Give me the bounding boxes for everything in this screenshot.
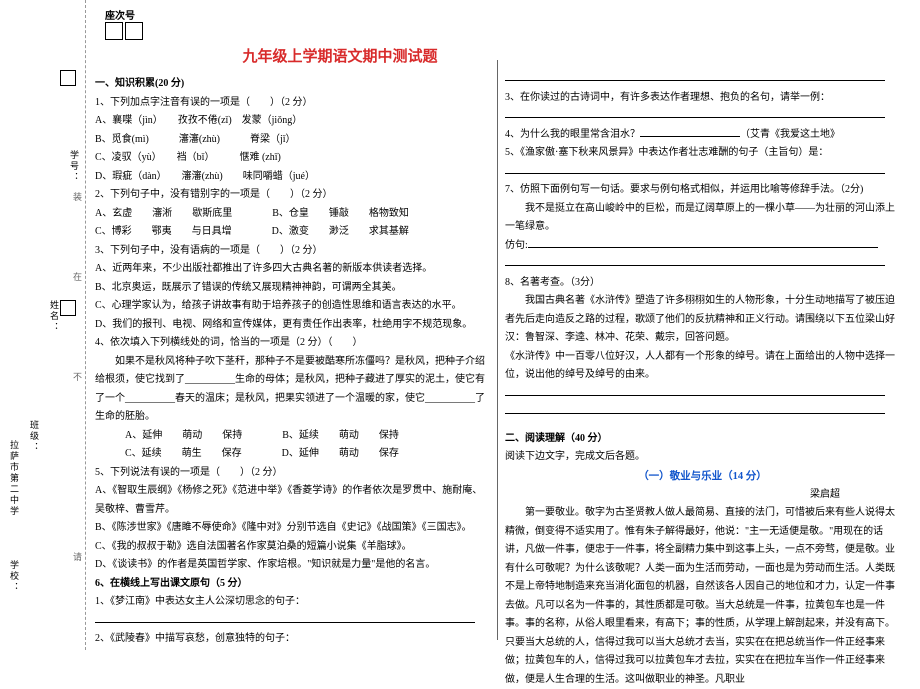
q6-1: 1、《梦江南》中表达女主人公深切思念的句子： xyxy=(95,593,490,612)
r-q5: 5、《渔家傲·塞下秋来风景异》中表达作者壮志难酬的句子（主旨句）是： xyxy=(505,144,900,163)
blank-top xyxy=(505,70,900,89)
r-q8-blank2 xyxy=(505,403,900,422)
article-title: （一）敬业与乐业（14 分） xyxy=(505,467,900,486)
r-q8: 8、名著考查。（3分） xyxy=(505,274,900,293)
q4-text: 如果不是秋风将种子吹下茎秆，那种子不是要被酷寒所冻僵吗？是秋风，把种子介绍给根须… xyxy=(95,353,490,427)
q1: 1、下列加点字注音有误的一项是（ ）（2 分） xyxy=(95,94,490,113)
r-q7-blank2 xyxy=(505,255,900,274)
q4b: C、延续 萌生 保存 D、延伸 萌动 保存 xyxy=(95,445,490,464)
seat-boxes xyxy=(105,22,143,40)
binding-margin: 学校： 拉萨市第二中学 班级： 姓名： 学号： 装 在 不 请 xyxy=(0,0,86,650)
r-q7-lbl: 仿句: xyxy=(505,240,528,251)
q1a: A、襄喋（jìn） 孜孜不倦(zǐ) 发蒙（jiǒng） xyxy=(95,112,490,131)
right-column: 3、在你读过的古诗词中，有许多表达作者理想、抱负的名句，请举一例： 4、为什么我… xyxy=(505,70,900,689)
cut-mark: 在 xyxy=(73,270,82,283)
r-q4-text: 4、为什么我的眼里常含泪水？ xyxy=(505,129,640,140)
section-2-head: 二、阅读理解（40 分） xyxy=(505,430,900,449)
q3c: C、心理学家认为，给孩子讲故事有助于培养孩子的创造性思维和语言表达的水平。 xyxy=(95,297,490,316)
exam-title: 九年级上学期语文期中测试题 xyxy=(200,45,480,66)
box-2 xyxy=(60,300,76,316)
school-label: 学校： xyxy=(8,560,21,593)
r-q7-ex: 我不是挺立在高山峻岭中的巨松，而是辽阔草原上的一棵小草——为壮丽的河山添上一笔绿… xyxy=(505,200,900,237)
q5d: D、《谈读书》的作者是英国哲学家、作家培根。"知识就是力量"是他的名言。 xyxy=(95,556,490,575)
q5: 5、下列说法有误的一项是（ ）（2 分） xyxy=(95,464,490,483)
q3: 3、下列句子中，没有语病的一项是（ ）（2 分） xyxy=(95,242,490,261)
r-q4-src: （艾青《我爱这土地》 xyxy=(740,129,840,140)
q1c: C、凌驭（yù） 裆（bǐ） 惬难 (zhī) xyxy=(95,149,490,168)
id-label: 学号： xyxy=(68,150,81,183)
r-q8-blank xyxy=(505,385,900,404)
q6-2: 2、《武陵春》中描写哀愁，创意独特的句子： xyxy=(95,630,490,649)
q5c: C、《我的叔叔于勒》选自法国著名作家莫泊桑的短篇小说集《羊脂球》。 xyxy=(95,538,490,557)
q3b: B、北京奥运，既展示了错误的传统又展现精神神韵，可谓两全其美。 xyxy=(95,279,490,298)
q2: 2、下列句子中，没有错别字的一项是（ ）（2 分） xyxy=(95,186,490,205)
article-author: 梁启超 xyxy=(505,486,900,505)
seat-box-2 xyxy=(125,22,143,40)
school-value: 拉萨市第二中学 xyxy=(8,440,21,517)
q5b: B、《陈涉世家》《唐雎不辱使命》《隆中对》分别节选自《史记》《战国策》《三国志》… xyxy=(95,519,490,538)
r-q4: 4、为什么我的眼里常含泪水？ （艾青《我爱这土地》 xyxy=(505,126,900,145)
q3d: D、我们的报刊、电视、网络和宣传媒体，更有责任作出表率，杜绝用字不规范现象。 xyxy=(95,316,490,335)
left-column: 一、知识积累(20 分) 1、下列加点字注音有误的一项是（ ）（2 分） A、襄… xyxy=(95,75,490,649)
cut-mark: 不 xyxy=(73,370,82,383)
r-q5-blank xyxy=(505,163,900,182)
q6: 6、在横线上写出课文原句（5 分） xyxy=(95,575,490,594)
r-q7: 7、仿照下面例句写一句话。要求与例句格式相似，并运用比喻等修辞手法。（2分) xyxy=(505,181,900,200)
seat-box-1 xyxy=(105,22,123,40)
seat-label: 座次号 xyxy=(105,7,135,22)
q1b: B、觅食(mì) 瀋瀋(zhù) 脊梁（jǐ） xyxy=(95,131,490,150)
q6-1-blank xyxy=(95,612,490,631)
spacer xyxy=(505,422,900,430)
class-label: 班级： xyxy=(28,420,41,453)
cut-mark: 装 xyxy=(73,190,82,203)
column-divider xyxy=(497,60,498,640)
section-2-sub: 阅读下边文字，完成文后各题。 xyxy=(505,448,900,467)
q2a: A、玄虚 瀋淅 歇斯底里 B、仓皇 锤敲 格物致知 xyxy=(95,205,490,224)
r-q8-p2: 《水浒传》中一百零八位好汉，人人都有一个形象的绰号。请在上面给出的人物中选择一位… xyxy=(505,348,900,385)
r-q7-label: 仿句: xyxy=(505,237,900,256)
q4: 4、依次填入下列横线处的词，恰当的一项是（2 分）（ ） xyxy=(95,334,490,353)
r-q8-p1: 我国古典名著《水浒传》塑造了许多栩栩如生的人物形象，十分生动地描写了被压迫者先后… xyxy=(505,292,900,348)
article-para: 第一要敬业。敬字为古圣贤教人做人最简易、直接的法门，可惜被后来有些人说得太精微，… xyxy=(505,504,900,689)
r-q3-blank xyxy=(505,107,900,126)
q3a: A、近两年来，不少出版社都推出了许多四大古典名著的新版本供读者选择。 xyxy=(95,260,490,279)
q5a: A、《智取生辰纲》《杨修之死》《范进中举》《香菱学诗》的作者依次是罗贯中、施耐庵… xyxy=(95,482,490,519)
q2b: C、博彩 鄂夷 与日具增 D、激变 渺泛 求其基解 xyxy=(95,223,490,242)
q1d: D、瑕疵（dàn） 瀋瀋(zhù) 味同嚼蜡（jué） xyxy=(95,168,490,187)
box-1 xyxy=(60,70,76,86)
section-1-head: 一、知识积累(20 分) xyxy=(95,75,490,94)
cut-mark: 请 xyxy=(73,550,82,563)
r-q3: 3、在你读过的古诗词中，有许多表达作者理想、抱负的名句，请举一例： xyxy=(505,89,900,108)
q4a: A、延伸 萌动 保持 B、延续 萌动 保持 xyxy=(95,427,490,446)
